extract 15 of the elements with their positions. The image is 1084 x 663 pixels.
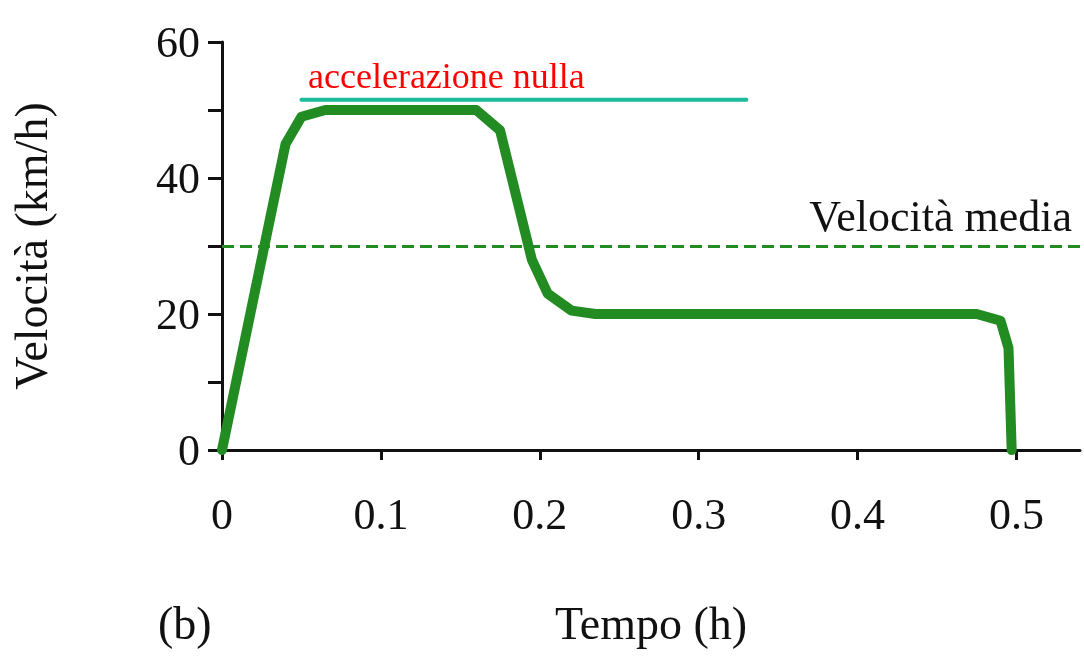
y-tick-label: 20 [156, 289, 200, 339]
text: (b) [158, 597, 212, 649]
x-tick-label: 0.2 [512, 489, 568, 539]
y-tick-label: 0 [178, 425, 200, 475]
x-tick-label: 0.4 [830, 489, 886, 539]
annotation: accelerazione nulla [308, 56, 585, 96]
y-tick-label: 40 [156, 153, 200, 203]
x-tick-label: 0.3 [671, 489, 727, 539]
x-tick-label: 0 [211, 489, 233, 539]
x-axis-title: Tempo (h) [554, 597, 748, 649]
y-tick-label: 60 [156, 17, 200, 67]
y-axis-title: Velocità (km/h) [5, 102, 57, 390]
x-tick-label: 0.5 [988, 489, 1044, 539]
ref-line-label: Velocità media [809, 191, 1072, 241]
x-tick-label: 0.1 [353, 489, 409, 539]
